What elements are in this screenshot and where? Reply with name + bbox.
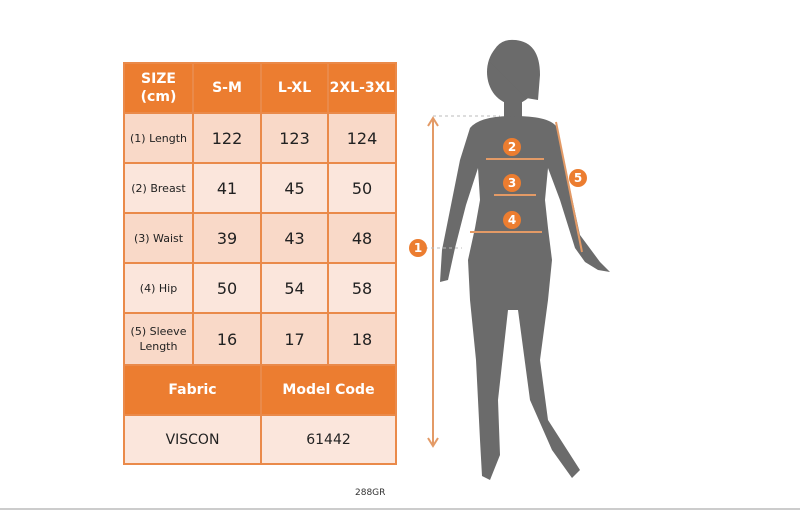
cell: 39 [192, 212, 262, 264]
model-code-value: 61442 [260, 414, 397, 465]
cell: 124 [327, 112, 397, 164]
cell: 17 [260, 312, 329, 366]
cell: 50 [327, 162, 397, 214]
size-chart-table: SIZE (cm) S-M L-XL 2XL-3XL (1) Length 12… [123, 62, 397, 465]
table-row: (5) Sleeve Length 16 17 18 [123, 312, 397, 366]
header-row: SIZE (cm) S-M L-XL 2XL-3XL [123, 62, 397, 114]
marker-2: 2 [508, 140, 516, 154]
header-s-m: S-M [192, 62, 262, 114]
table-row: (1) Length 122 123 124 [123, 112, 397, 164]
divider [0, 508, 800, 510]
marker-3: 3 [508, 176, 516, 190]
cell: 122 [192, 112, 262, 164]
table-row: (2) Breast 41 45 50 [123, 162, 397, 214]
cell: 18 [327, 312, 397, 366]
cell: 45 [260, 162, 329, 214]
cell: 41 [192, 162, 262, 214]
cell: 50 [192, 262, 262, 314]
cell: 48 [327, 212, 397, 264]
row-label: (5) Sleeve Length [123, 312, 194, 366]
cell: 123 [260, 112, 329, 164]
cell: 16 [192, 312, 262, 366]
marker-circles [409, 138, 587, 257]
fabric-value: VISCON [123, 414, 262, 465]
cell: 58 [327, 262, 397, 314]
header-2xl-3xl: 2XL-3XL [327, 62, 397, 114]
marker-1: 1 [414, 241, 422, 255]
marker-5: 5 [574, 171, 582, 185]
model-code-label: Model Code [260, 364, 397, 416]
row-label: (1) Length [123, 112, 194, 164]
table-row: (3) Waist 39 43 48 [123, 212, 397, 264]
silhouette [440, 39, 610, 480]
row-label: (4) Hip [123, 262, 194, 314]
fabric-label: Fabric [123, 364, 262, 416]
measure-lines [425, 115, 583, 448]
header-size: SIZE (cm) [123, 62, 194, 114]
fabric-header-row: Fabric Model Code [123, 364, 397, 416]
header-l-xl: L-XL [260, 62, 329, 114]
product-code: 288GR [355, 488, 386, 498]
fabric-value-row: VISCON 61442 [123, 414, 397, 465]
row-label: (2) Breast [123, 162, 194, 214]
row-label: (3) Waist [123, 212, 194, 264]
cell: 43 [260, 212, 329, 264]
marker-4: 4 [508, 213, 516, 227]
table-row: (4) Hip 50 54 58 [123, 262, 397, 314]
cell: 54 [260, 262, 329, 314]
